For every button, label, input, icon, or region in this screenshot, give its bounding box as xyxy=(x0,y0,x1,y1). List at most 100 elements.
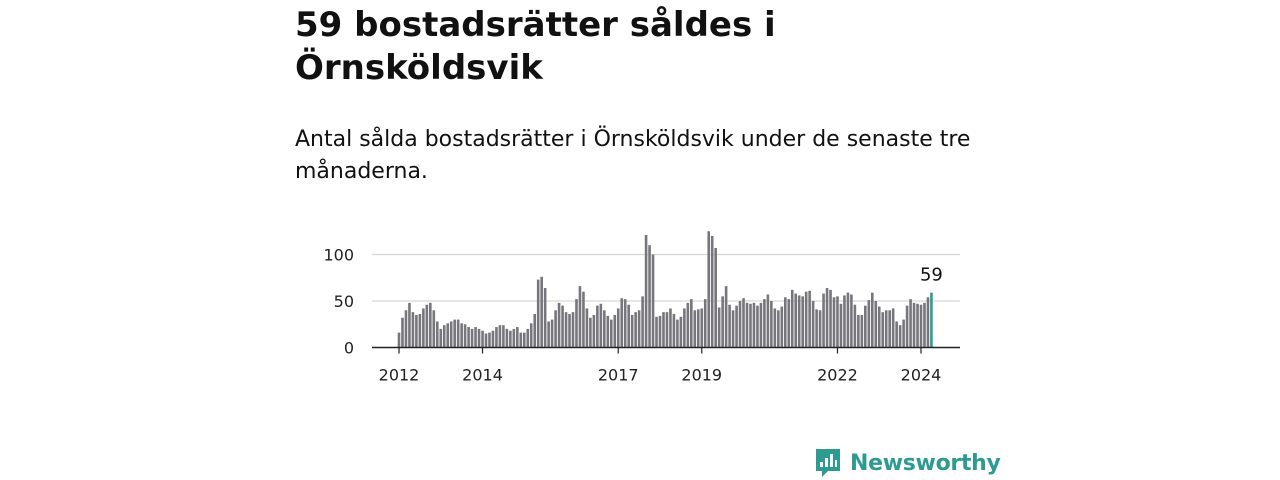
bar xyxy=(829,289,832,348)
bar xyxy=(839,303,843,348)
bar xyxy=(857,314,860,348)
bar xyxy=(912,302,916,348)
bar xyxy=(672,314,676,348)
bar xyxy=(770,301,773,348)
brand-name: Newsworthy xyxy=(850,450,1001,476)
bar xyxy=(686,302,690,348)
bar xyxy=(627,304,630,348)
bar xyxy=(429,302,432,348)
bar xyxy=(902,319,905,348)
bar xyxy=(644,234,648,348)
bar xyxy=(790,289,794,348)
bar xyxy=(752,302,756,348)
bar xyxy=(418,314,422,348)
bar xyxy=(651,254,655,348)
bar xyxy=(575,299,578,348)
bar xyxy=(568,314,571,348)
bar xyxy=(613,314,617,348)
bar xyxy=(620,298,624,348)
bar xyxy=(811,301,815,348)
bar xyxy=(404,310,408,348)
bar xyxy=(411,312,415,348)
bar xyxy=(470,328,474,348)
bar xyxy=(777,310,780,348)
bar xyxy=(401,317,404,348)
bar xyxy=(522,332,526,348)
bar xyxy=(766,294,770,348)
bar xyxy=(408,302,411,348)
bar xyxy=(888,310,891,348)
bar xyxy=(808,290,811,348)
bar xyxy=(874,301,878,348)
bar xyxy=(926,297,930,348)
bar xyxy=(442,325,446,348)
bar xyxy=(916,303,919,348)
bar xyxy=(592,314,596,348)
bar xyxy=(474,327,477,348)
bar xyxy=(557,302,561,348)
bar xyxy=(481,330,484,348)
highlight-bar xyxy=(930,292,933,348)
x-tick-label: 2014 xyxy=(462,366,503,385)
bar xyxy=(526,328,530,348)
bar xyxy=(536,279,540,348)
bar xyxy=(453,319,456,348)
bar xyxy=(724,286,728,348)
bar xyxy=(721,296,724,348)
y-tick-label: 100 xyxy=(323,246,354,265)
y-tick-label: 0 xyxy=(344,339,354,358)
bar xyxy=(850,294,853,348)
page-title: 59 bostadsrätter såldes i Örnsköldsvik xyxy=(295,5,776,88)
bar xyxy=(415,314,418,348)
bar xyxy=(547,321,550,348)
bar xyxy=(676,319,679,348)
bar xyxy=(707,231,711,348)
bar xyxy=(658,315,662,348)
bar xyxy=(609,319,613,348)
bar xyxy=(519,332,523,348)
bar xyxy=(717,307,721,348)
bar xyxy=(498,325,502,348)
bar xyxy=(589,317,592,348)
bar xyxy=(877,306,881,348)
newsworthy-logo-icon xyxy=(816,449,840,477)
bar xyxy=(731,310,735,348)
bar xyxy=(867,300,871,348)
bar xyxy=(860,314,864,348)
bar xyxy=(700,308,704,348)
bar xyxy=(509,330,512,348)
bar xyxy=(630,314,634,348)
bar xyxy=(905,305,909,348)
bar xyxy=(655,316,658,348)
x-tick-label: 2019 xyxy=(681,366,722,385)
bar xyxy=(898,325,902,348)
page-subtitle: Antal sålda bostadsrätter i Örnsköldsvik… xyxy=(295,127,971,184)
bar xyxy=(463,324,467,348)
x-tick-label: 2017 xyxy=(598,366,639,385)
bar xyxy=(529,323,533,348)
bar xyxy=(533,314,537,348)
bar xyxy=(616,308,620,348)
bar xyxy=(891,308,895,348)
bar xyxy=(554,310,557,348)
bar xyxy=(780,306,784,348)
bar xyxy=(710,235,714,348)
bar xyxy=(822,293,825,348)
bar xyxy=(693,310,697,348)
bar xyxy=(836,296,839,348)
bar xyxy=(585,308,589,348)
bar xyxy=(870,292,874,348)
bar xyxy=(596,305,599,348)
bar xyxy=(696,309,700,348)
y-tick-label: 50 xyxy=(334,292,354,311)
bar xyxy=(919,304,923,348)
bar xyxy=(603,310,606,348)
bar xyxy=(422,308,425,348)
bar xyxy=(759,302,763,348)
bar xyxy=(923,302,926,348)
bar xyxy=(756,305,759,348)
x-tick-label: 2022 xyxy=(817,366,858,385)
bar xyxy=(648,245,651,348)
bar xyxy=(495,327,498,348)
